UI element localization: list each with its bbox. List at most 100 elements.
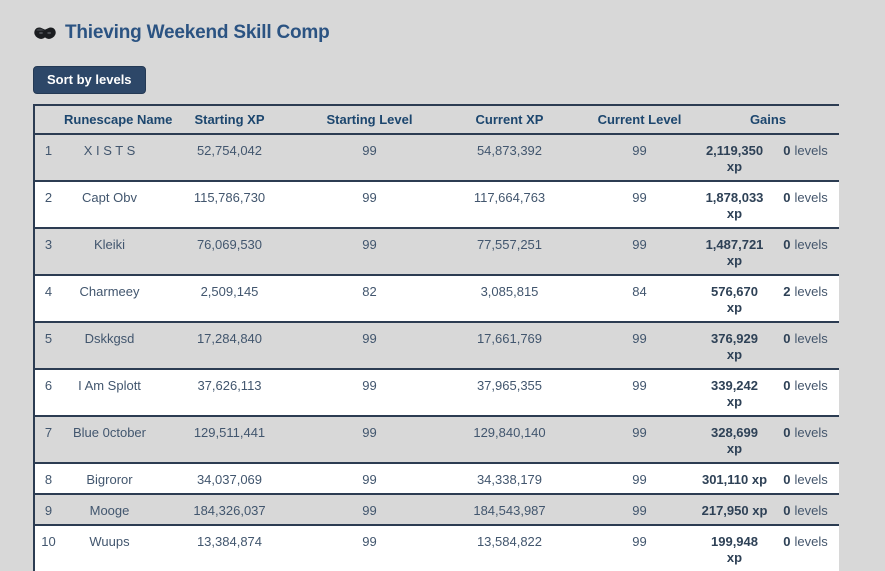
table-row: 3 Kleiki 76,069,530 99 77,557,251 99 1,4… (34, 228, 839, 275)
starting-xp-cell: 13,384,874 (196, 534, 263, 549)
starting-level-cell: 99 (362, 190, 377, 205)
current-level-cell: 99 (632, 143, 647, 158)
gains-xp-cell: 576,670 xp (711, 284, 758, 315)
player-name-cell: Charmeey (79, 284, 140, 299)
player-name-cell: Mooge (89, 503, 130, 518)
starting-xp-cell: 2,509,145 (200, 284, 259, 299)
current-xp-cell: 17,661,769 (476, 331, 543, 346)
player-name-cell: Kleiki (93, 237, 126, 252)
rank-cell: 9 (44, 503, 53, 518)
gains-levels-cell: 0 levels (772, 494, 839, 525)
current-xp-cell: 77,557,251 (476, 237, 543, 252)
gains-levels-cell: 0 levels (772, 228, 839, 275)
current-xp-cell: 3,085,815 (480, 284, 539, 299)
leaderboard-table: Runescape Name Starting XP Starting Leve… (33, 104, 839, 571)
leaderboard-container: Runescape Name Starting XP Starting Leve… (33, 104, 840, 571)
gains-levels-cell: 0 levels (772, 134, 839, 181)
gains-levels-unit: levels (794, 534, 828, 549)
current-xp-column-header: Current XP (475, 112, 544, 127)
gains-levels-value: 0 (783, 378, 791, 393)
starting-xp-cell: 76,069,530 (196, 237, 263, 252)
gains-levels-value: 0 (783, 472, 791, 487)
sort-by-levels-button[interactable]: Sort by levels (33, 66, 146, 94)
gains-xp-cell: 1,878,033 xp (705, 190, 764, 221)
rank-cell: 1 (44, 143, 53, 158)
current-level-cell: 84 (632, 284, 647, 299)
page-header: Thieving Weekend Skill Comp (33, 20, 885, 46)
gains-levels-cell: 0 levels (772, 463, 839, 494)
gains-levels-unit: levels (794, 503, 828, 518)
rank-cell: 8 (44, 472, 53, 487)
starting-level-cell: 82 (362, 284, 377, 299)
gains-levels-unit: levels (794, 331, 828, 346)
starting-level-column-header: Starting Level (326, 112, 413, 127)
current-level-cell: 99 (632, 425, 647, 440)
gains-levels-cell: 0 levels (772, 322, 839, 369)
player-name-cell: X I S T S (83, 143, 136, 158)
player-name-cell: Wuups (89, 534, 130, 549)
starting-level-cell: 99 (362, 503, 377, 518)
gains-levels-unit: levels (794, 237, 828, 252)
player-name-cell: Capt Obv (82, 190, 137, 205)
table-row: 8 Bigroror 34,037,069 99 34,338,179 99 3… (34, 463, 839, 494)
current-xp-cell: 129,840,140 (473, 425, 546, 440)
gains-levels-cell: 0 levels (772, 525, 839, 571)
table-row: 2 Capt Obv 115,786,730 99 117,664,763 99… (34, 181, 839, 228)
gains-levels-value: 0 (783, 190, 791, 205)
rank-cell: 5 (44, 331, 53, 346)
table-row: 4 Charmeey 2,509,145 82 3,085,815 84 576… (34, 275, 839, 322)
rank-cell: 2 (44, 190, 53, 205)
gains-xp-cell: 376,929 xp (711, 331, 758, 362)
starting-level-cell: 99 (362, 143, 377, 158)
starting-xp-cell: 184,326,037 (193, 503, 266, 518)
current-level-cell: 99 (632, 237, 647, 252)
table-row: 9 Mooge 184,326,037 99 184,543,987 99 21… (34, 494, 839, 525)
starting-xp-column-header: Starting XP (194, 112, 265, 127)
current-xp-cell: 54,873,392 (476, 143, 543, 158)
table-row: 5 Dskkgsd 17,284,840 99 17,661,769 99 37… (34, 322, 839, 369)
current-level-cell: 99 (632, 331, 647, 346)
starting-level-cell: 99 (362, 237, 377, 252)
current-level-column-header: Current Level (597, 112, 682, 127)
starting-level-cell: 99 (362, 378, 377, 393)
current-level-cell: 99 (632, 534, 647, 549)
starting-xp-cell: 129,511,441 (193, 425, 266, 440)
rank-cell: 3 (44, 237, 53, 252)
gains-xp-cell: 2,119,350 xp (705, 143, 764, 174)
name-column-header: Runescape Name (64, 112, 173, 127)
player-name-cell: I Am Splott (78, 378, 141, 393)
table-row: 7 Blue 0ctober 129,511,441 99 129,840,14… (34, 416, 839, 463)
table-row: 1 X I S T S 52,754,042 99 54,873,392 99 … (34, 134, 839, 181)
gains-xp-cell: 199,948 xp (711, 534, 758, 565)
rank-cell: 7 (44, 425, 53, 440)
current-xp-cell: 13,584,822 (476, 534, 543, 549)
starting-level-cell: 99 (362, 331, 377, 346)
gains-levels-cell: 0 levels (772, 181, 839, 228)
starting-xp-cell: 37,626,113 (197, 378, 262, 393)
gains-xp-cell: 301,110 xp (701, 472, 768, 487)
gains-levels-value: 0 (783, 534, 791, 549)
gains-xp-cell: 217,950 xp (701, 503, 768, 518)
gains-levels-value: 0 (783, 143, 791, 158)
leaderboard-body: 1 X I S T S 52,754,042 99 54,873,392 99 … (34, 134, 839, 571)
starting-xp-cell: 17,284,840 (196, 331, 263, 346)
rank-cell: 6 (44, 378, 53, 393)
header-row: Runescape Name Starting XP Starting Leve… (34, 105, 839, 134)
current-level-cell: 99 (632, 190, 647, 205)
gains-column-header: Gains (749, 112, 787, 127)
current-level-cell: 99 (632, 472, 647, 487)
page-title: Thieving Weekend Skill Comp (65, 22, 330, 43)
table-row: 10 Wuups 13,384,874 99 13,584,822 99 199… (34, 525, 839, 571)
gains-levels-unit: levels (794, 143, 828, 158)
player-name-cell: Bigroror (86, 472, 133, 487)
gains-xp-cell: 328,699 xp (711, 425, 758, 456)
table-row: 6 I Am Splott 37,626,113 99 37,965,355 9… (34, 369, 839, 416)
rank-cell: 10 (41, 534, 56, 549)
gains-levels-value: 2 (783, 284, 791, 299)
gains-levels-cell: 0 levels (772, 369, 839, 416)
starting-xp-cell: 115,786,730 (193, 190, 266, 205)
gains-xp-cell: 339,242 xp (711, 378, 758, 409)
current-level-cell: 99 (632, 503, 647, 518)
current-xp-cell: 37,965,355 (476, 378, 543, 393)
